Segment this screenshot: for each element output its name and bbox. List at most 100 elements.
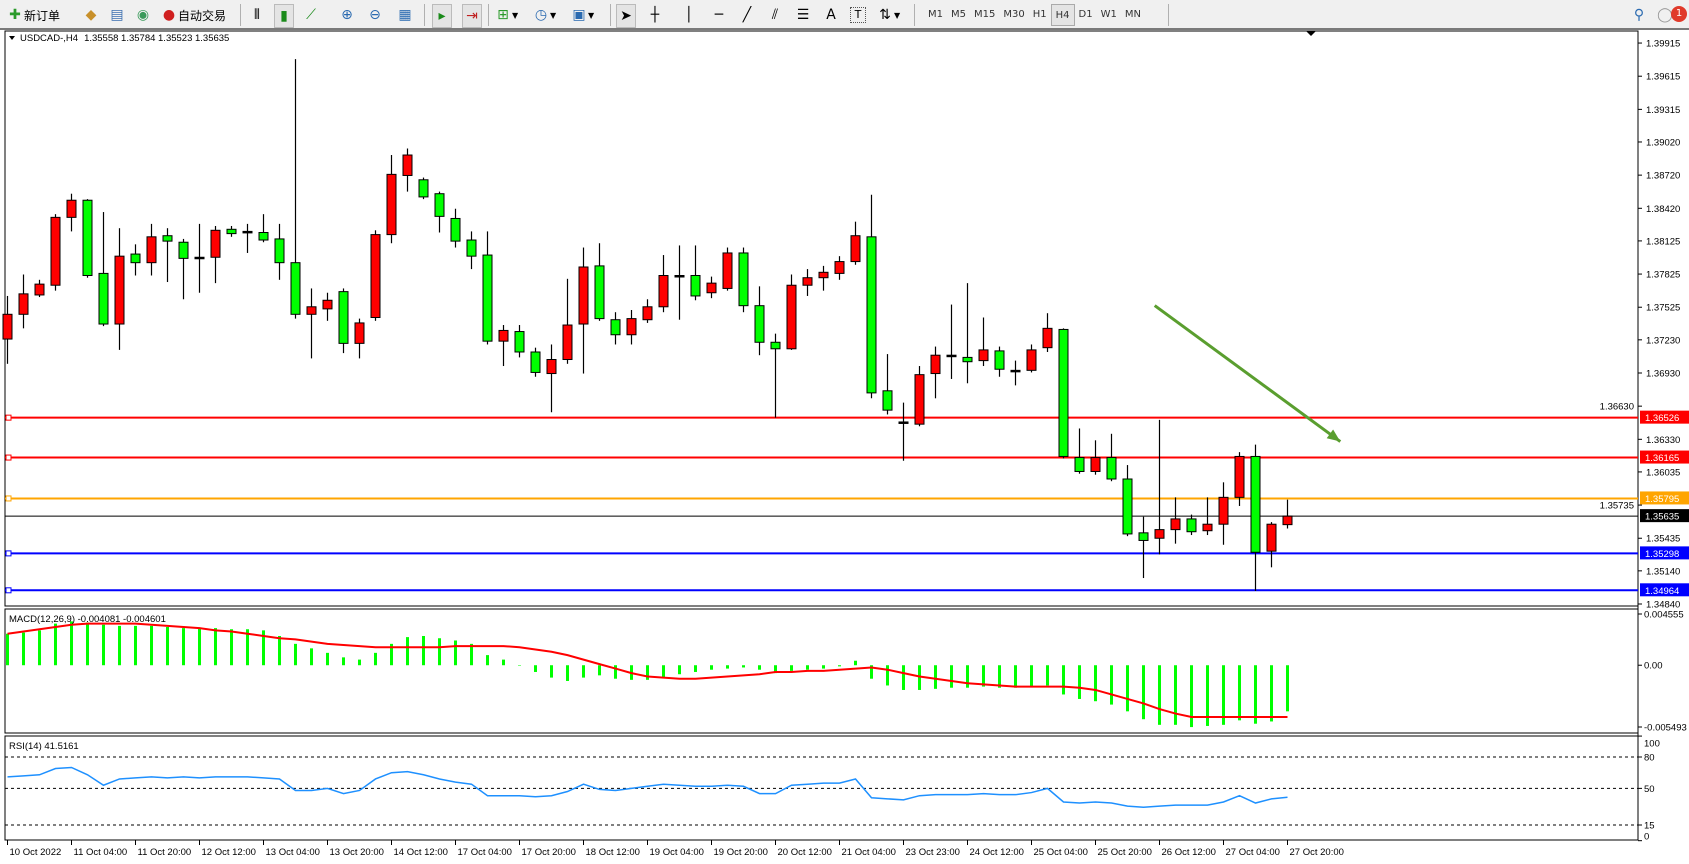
search-button[interactable]: ⚲	[1630, 4, 1648, 26]
zoom-out-button[interactable]: ⊖	[366, 4, 384, 26]
candle	[226, 225, 237, 237]
level-handle[interactable]	[5, 454, 12, 461]
candle-body	[850, 235, 861, 263]
level-handle[interactable]	[5, 495, 12, 502]
crosshair-tool[interactable]: ┼	[646, 4, 664, 26]
bar-chart-button[interactable]: ⫴	[248, 4, 266, 26]
candle-body	[1186, 518, 1197, 533]
candle	[498, 325, 509, 367]
candle	[722, 247, 733, 291]
timeframe-h4[interactable]: H4	[1050, 4, 1075, 26]
new-order-button[interactable]: ✚ 新订单	[6, 4, 60, 26]
candle	[258, 214, 269, 243]
candlestick-chart-button[interactable]: ▮	[274, 4, 294, 28]
price-tick-label: 1.37525	[1646, 303, 1680, 314]
macd-tick-label: 0.00	[1644, 661, 1663, 672]
navigator-button[interactable]: ◉	[134, 4, 152, 26]
data-window-button[interactable]: ▤	[108, 4, 126, 26]
candle-body	[642, 306, 653, 321]
timeframe-m15[interactable]: M15	[974, 9, 996, 20]
macd-histogram-bar	[806, 665, 809, 670]
timeframe-m30[interactable]: M30	[1003, 9, 1025, 20]
candle-body	[594, 265, 605, 320]
time-label: 20 Oct 12:00	[778, 847, 832, 858]
candle-body	[130, 253, 141, 264]
search-icon: ⚲	[1633, 7, 1645, 23]
periods-button[interactable]: ◷ ▼	[532, 4, 556, 26]
notifications-button[interactable]: ◯	[1656, 4, 1674, 26]
timeframe-w1[interactable]: W1	[1100, 9, 1117, 20]
channel-tool[interactable]: ⫽	[766, 4, 784, 26]
fibonacci-tool[interactable]: ☰	[794, 4, 812, 26]
candle-body	[610, 319, 621, 336]
candle	[418, 177, 429, 200]
macd-histogram-bar	[342, 657, 345, 666]
timeframe-m1[interactable]: M1	[928, 9, 943, 20]
candle	[610, 312, 621, 345]
market-watch-button[interactable]: ◆	[82, 4, 100, 26]
macd-histogram-bar	[918, 665, 921, 690]
trendline-tool[interactable]: ╱	[738, 4, 756, 26]
chart-shift-button[interactable]: ⇥	[462, 4, 482, 28]
timeframe-d1[interactable]: D1	[1078, 9, 1093, 20]
cursor-tool[interactable]: ➤	[616, 4, 636, 28]
auto-scroll-button[interactable]: ▸	[432, 4, 452, 28]
chevron-down-icon: ▼	[588, 10, 595, 20]
vertical-line-tool[interactable]: │	[680, 4, 698, 26]
time-label: 27 Oct 04:00	[1226, 847, 1280, 858]
candle	[1282, 499, 1293, 529]
level-handle[interactable]	[5, 587, 12, 594]
candle-body	[1090, 457, 1101, 472]
price-tick-label: 1.38720	[1646, 171, 1680, 182]
candle-body	[2, 313, 13, 340]
macd-histogram-bar	[150, 625, 153, 666]
timeframe-m5[interactable]: M5	[951, 9, 966, 20]
macd-histogram-bar	[662, 665, 665, 678]
level-handle[interactable]	[5, 414, 12, 421]
level-handle[interactable]	[5, 550, 12, 557]
timeframe-h1[interactable]: H1	[1032, 9, 1047, 20]
trend-arrow-line[interactable]	[1153, 304, 1342, 443]
timeframe-mn[interactable]: MN	[1124, 9, 1141, 20]
macd-histogram-bar	[1126, 665, 1129, 712]
macd-histogram-bar	[1158, 665, 1161, 725]
equidistant-channel-icon: ⫽	[771, 7, 779, 23]
zoom-in-button[interactable]: ⊕	[338, 4, 356, 26]
macd-histogram-bar	[486, 655, 489, 666]
candle	[1106, 433, 1117, 482]
text-tool[interactable]: A	[822, 4, 840, 26]
tile-windows-button[interactable]: ▦	[396, 4, 414, 26]
time-label: 19 Oct 04:00	[650, 847, 704, 858]
candle	[98, 212, 109, 327]
candle-body	[18, 293, 29, 315]
macd-histogram-bar	[182, 628, 185, 666]
line-chart-button[interactable]: ⟋	[302, 4, 320, 26]
auto-trading-button[interactable]: ● 自动交易	[160, 4, 226, 26]
price-tick-label: 1.34840	[1646, 600, 1680, 611]
arrows-tool[interactable]: ⇅ ▼	[876, 4, 900, 26]
separator	[914, 4, 915, 26]
candle	[866, 194, 877, 399]
macd-histogram-bar	[406, 637, 409, 666]
macd-histogram-bar	[758, 665, 761, 670]
chevron-down-icon: ▼	[894, 10, 901, 20]
horizontal-line-tool[interactable]: ─	[710, 4, 728, 26]
bid-price-tag	[1640, 509, 1689, 523]
macd-histogram-bar	[1142, 665, 1145, 720]
label-tool[interactable]: T	[850, 4, 866, 26]
line-chart-icon: ⟋	[306, 7, 316, 23]
candlestick-icon: ▮	[280, 8, 288, 24]
chart-shift-marker[interactable]	[1306, 31, 1316, 36]
candle	[370, 230, 381, 321]
macd-histogram-bar	[390, 643, 393, 666]
candle-body	[146, 236, 157, 264]
macd-tick-label: -0.005493	[1644, 723, 1687, 734]
indicators-button[interactable]: ⊞ ▼	[494, 4, 518, 26]
level-price-tag	[1640, 491, 1689, 505]
time-label: 17 Oct 04:00	[458, 847, 512, 858]
time-label: 18 Oct 12:00	[586, 847, 640, 858]
templates-button[interactable]: ▣ ▼	[570, 4, 594, 26]
candle	[450, 208, 461, 248]
candle	[738, 247, 749, 313]
